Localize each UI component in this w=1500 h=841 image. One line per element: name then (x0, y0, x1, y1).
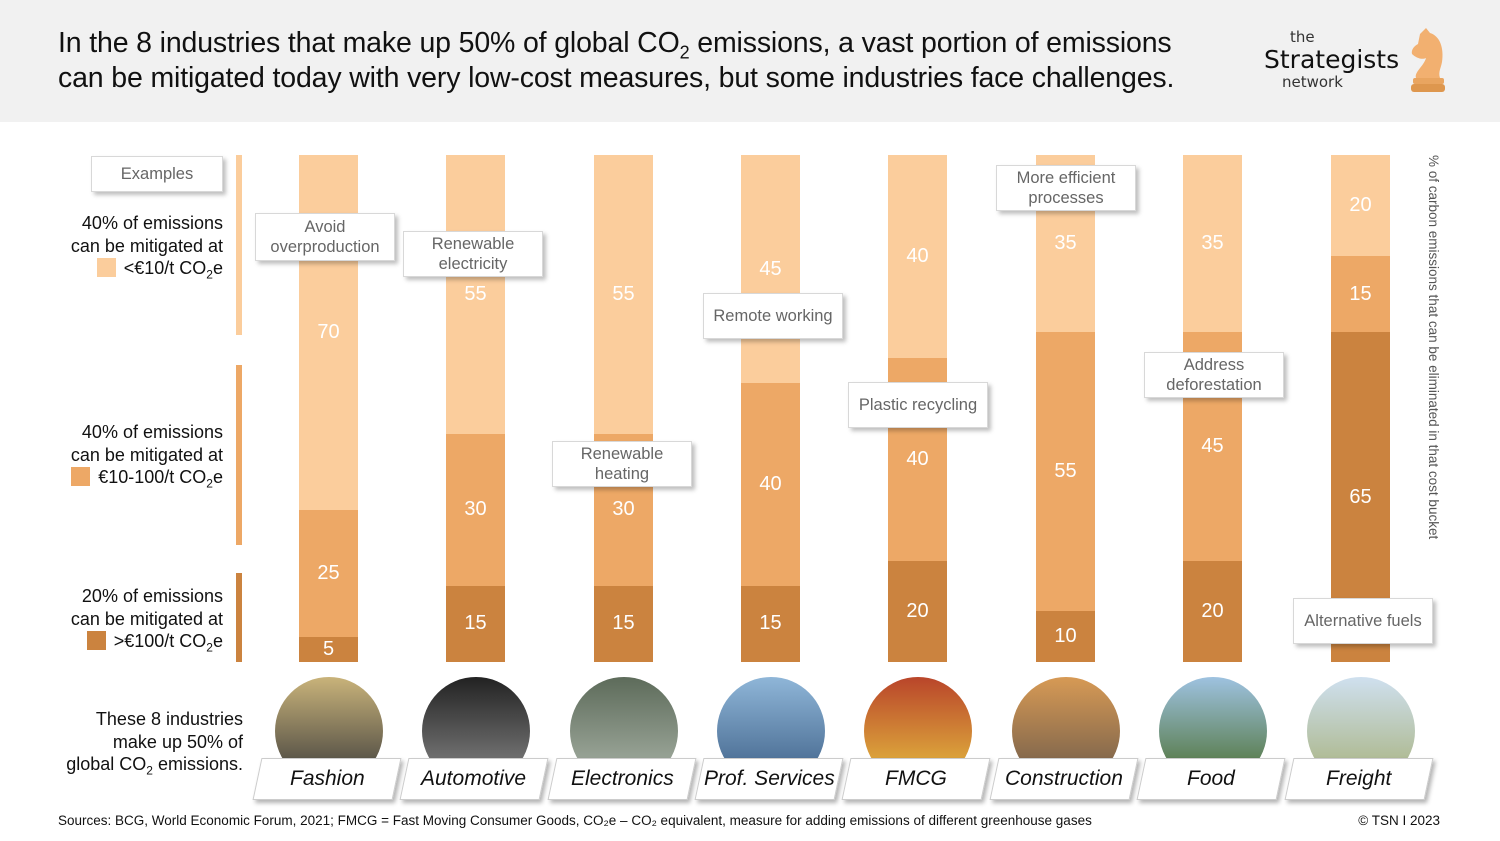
title-text: can be mitigated today with very low-cos… (58, 62, 1175, 94)
industry-label-electronics: Electronics (547, 758, 696, 800)
legend-item-mid: 40% of emissions can be mitigated at €10… (70, 421, 223, 491)
example-callout: Avoid overproduction (255, 213, 395, 261)
legend-text: <€10/t CO (123, 258, 207, 278)
industry-name: Freight (1325, 767, 1392, 790)
legend-text: can be mitigated at (70, 235, 223, 256)
bar-segment-low: 35 (1183, 155, 1242, 333)
note-sub: 2 (146, 763, 153, 778)
legend-swatch (96, 258, 116, 277)
legend-swatch (86, 631, 106, 650)
industry-name: Electronics (570, 767, 673, 790)
industry-name: FMCG (884, 767, 947, 790)
logo: the Strategists network (1264, 30, 1410, 94)
logo-name: Strategists (1264, 45, 1400, 74)
industry-label-construction: Construction (989, 758, 1138, 800)
bar-segment-mid: 15 (1331, 256, 1390, 333)
legend-text: 20% of emissions (81, 586, 223, 606)
legend-item-high: 20% of emissions can be mitigated at >€1… (70, 585, 223, 655)
industry-label-fmcg: FMCG (841, 758, 990, 800)
note-text: make up 50% of (112, 731, 243, 752)
legend-sub: 2 (206, 640, 213, 655)
legend-item-low: 40% of emissions can be mitigated at <€1… (70, 212, 223, 282)
legend-text: >€100/t CO (113, 631, 207, 651)
bar-segment-mid: 30 (446, 433, 505, 586)
legend-text: 40% of emissions (81, 422, 223, 442)
y-axis-label: % of carbon emissions that can be elimin… (1426, 155, 1441, 540)
bar-segment-low: 55 (594, 155, 653, 434)
bar-segment-mid: 40 (741, 383, 800, 586)
bracket-high (236, 573, 242, 662)
industries-note: These 8 industries make up 50% of global… (66, 708, 243, 778)
example-callout: Remote working (703, 293, 843, 339)
industry-label-prof-services: Prof. Services (694, 758, 843, 800)
bar-segment-mid: 25 (299, 509, 358, 637)
industry-name: Prof. Services (703, 767, 834, 790)
legend-text: e (212, 631, 223, 651)
bar-segment-high: 20 (888, 560, 947, 662)
bar-segment-low: 70 (299, 155, 358, 510)
industry-name: Food (1186, 767, 1235, 790)
industry-label-automotive: Automotive (399, 758, 548, 800)
note-text: global CO (66, 754, 147, 774)
title-text: emissions, a vast portion of emissions (689, 27, 1172, 59)
title-subscript: 2 (679, 42, 690, 63)
legend-text: €10-100/t CO (98, 467, 207, 487)
industry-name: Construction (1004, 767, 1123, 790)
legend-text: e (212, 467, 223, 487)
bracket-mid (236, 365, 242, 545)
bar-segment-low: 40 (888, 155, 947, 358)
sources-note: Sources: BCG, World Economic Forum, 2021… (58, 813, 1092, 828)
industry-label-food: Food (1136, 758, 1285, 800)
example-callout: Alternative fuels (1293, 598, 1433, 644)
bar-segment-low: 45 (741, 155, 800, 384)
bar-segment-mid: 55 (1036, 332, 1095, 612)
bar-segment-high: 15 (594, 585, 653, 662)
legend-text: can be mitigated at (70, 608, 223, 629)
legend-sub: 2 (206, 267, 213, 282)
example-callout: Address deforestation (1144, 352, 1284, 398)
chess-knight-icon (1411, 28, 1445, 92)
bracket-low (236, 155, 242, 335)
logo-network: network (1282, 73, 1343, 91)
industry-name: Fashion (289, 767, 364, 790)
note-text: These 8 industries (95, 709, 243, 729)
copyright: © TSN I 2023 (1358, 813, 1440, 828)
bar-segment-high: 10 (1036, 611, 1095, 662)
bar-segment-high: 20 (1183, 560, 1242, 662)
example-callout: Plastic recycling (848, 382, 988, 428)
bar-segment-low: 55 (446, 155, 505, 434)
legend-text: e (212, 258, 223, 278)
title-text: In the 8 industries that make up 50% of … (58, 27, 680, 59)
example-callout: Renewable heating (552, 441, 692, 487)
legend-sub: 2 (206, 476, 213, 491)
bar-segment-high: 15 (446, 585, 505, 662)
page-title: In the 8 industries that make up 50% of … (58, 26, 1248, 96)
industry-label-freight: Freight (1284, 758, 1433, 800)
example-callout: Renewable electricity (403, 231, 543, 277)
logo-the: the (1290, 28, 1315, 46)
legend-swatch (71, 467, 91, 486)
industry-label-fashion: Fashion (252, 758, 401, 800)
bar-segment-high: 15 (741, 585, 800, 662)
header: In the 8 industries that make up 50% of … (0, 0, 1500, 122)
legend-text: 40% of emissions (81, 213, 223, 233)
example-callout: More efficient processes (996, 165, 1136, 211)
examples-label: Examples (91, 156, 223, 192)
legend-text: can be mitigated at (70, 444, 223, 465)
industry-name: Automotive (420, 767, 527, 790)
bar-segment-high: 5 (299, 636, 358, 662)
note-text: emissions. (152, 754, 243, 774)
bar-segment-low: 20 (1331, 155, 1390, 257)
